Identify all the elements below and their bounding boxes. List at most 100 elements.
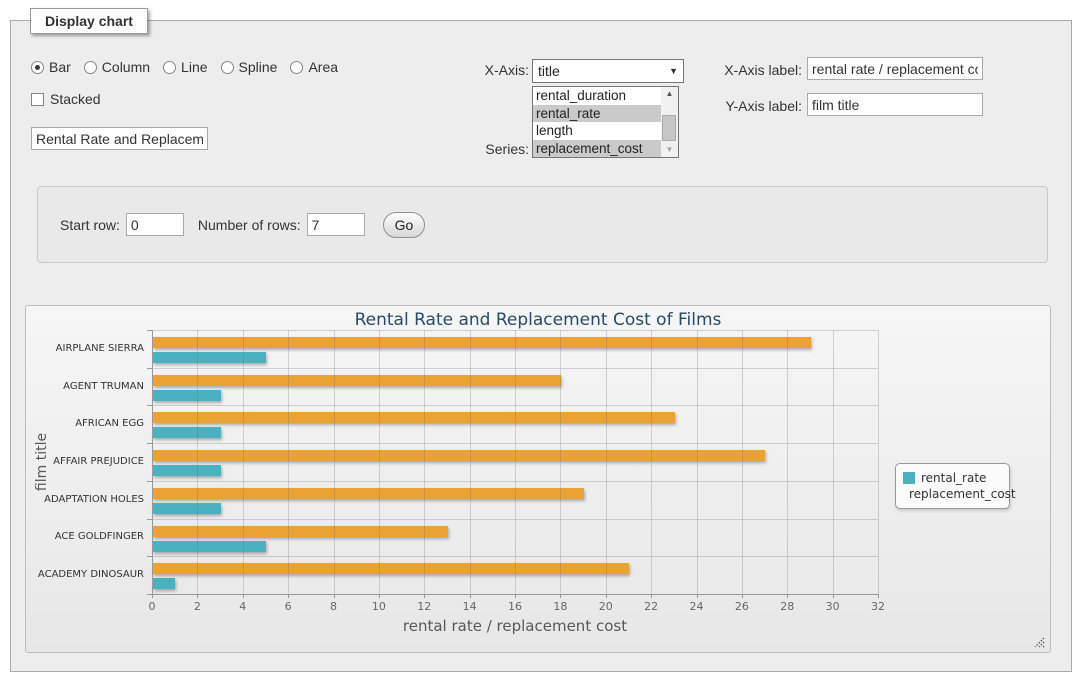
scrollbar-thumb[interactable] [662, 115, 676, 141]
gridline [152, 368, 878, 369]
gridline [334, 330, 335, 594]
radio-icon[interactable] [31, 61, 44, 74]
bar-replacement_cost[interactable] [153, 488, 584, 499]
x-tick-label: 12 [404, 600, 444, 613]
go-button[interactable]: Go [383, 212, 426, 238]
stacked-option[interactable]: Stacked [31, 91, 101, 107]
gridline [651, 330, 652, 594]
x-axis-title: rental rate / replacement cost [152, 617, 878, 635]
pagination-panel: Start row: Number of rows: Go [37, 186, 1048, 263]
bar-rental_rate[interactable] [153, 427, 221, 438]
legend-item-replacement_cost[interactable]: replacement_cost [903, 487, 1002, 501]
bar-replacement_cost[interactable] [153, 412, 675, 423]
scrollbar-up-icon[interactable]: ▲ [661, 87, 678, 101]
resize-grip-icon[interactable] [1033, 636, 1045, 648]
series-select-label: Series: [431, 141, 529, 157]
start-row-input[interactable] [126, 213, 184, 236]
gridline [560, 330, 561, 594]
radio-icon[interactable] [163, 61, 176, 74]
gridline [152, 519, 878, 520]
bar-rental_rate[interactable] [153, 465, 221, 476]
gridline [787, 330, 788, 594]
bar-rental_rate[interactable] [153, 578, 175, 589]
chart-type-option-column[interactable]: Column [84, 59, 150, 75]
gridline [379, 330, 380, 594]
page: Display chart BarColumnLineSplineArea St… [0, 0, 1081, 681]
chart-type-option-area[interactable]: Area [290, 59, 338, 75]
x-tick-label: 6 [268, 600, 308, 613]
chart-type-option-spline[interactable]: Spline [221, 59, 278, 75]
chart-type-label: Line [181, 59, 207, 75]
stacked-label: Stacked [50, 91, 101, 107]
chart-type-option-bar[interactable]: Bar [31, 59, 71, 75]
chart-type-label: Spline [239, 59, 278, 75]
x-tick-label: 16 [495, 600, 535, 613]
bar-replacement_cost[interactable] [153, 375, 561, 386]
category-label: ACADEMY DINOSAUR [26, 569, 144, 580]
radio-icon[interactable] [84, 61, 97, 74]
chart-title: Rental Rate and Replacement Cost of Film… [26, 310, 1050, 330]
chart-type-label: Column [102, 59, 150, 75]
category-label: AGENT TRUMAN [26, 381, 144, 392]
num-rows-input[interactable] [307, 213, 365, 236]
bar-rental_rate[interactable] [153, 503, 221, 514]
series-option-rental_rate[interactable]: rental_rate [533, 105, 661, 123]
legend-label: rental_rate [921, 471, 986, 485]
x-tick-label: 18 [540, 600, 580, 613]
gridline [742, 330, 743, 594]
x-axis-select-label: X-Axis: [431, 62, 529, 78]
bar-replacement_cost[interactable] [153, 450, 765, 461]
gridline [152, 594, 878, 595]
gridline [424, 330, 425, 594]
x-tick-label: 30 [813, 600, 853, 613]
tick-mark [878, 594, 879, 598]
x-tick-label: 0 [132, 600, 172, 613]
category-label: AFRICAN EGG [26, 418, 144, 429]
chart-legend: rental_rate replacement_cost [895, 463, 1010, 509]
bar-replacement_cost[interactable] [153, 337, 811, 348]
series-option-rental_duration[interactable]: rental_duration [533, 87, 661, 105]
gridline [833, 330, 834, 594]
gridline [152, 443, 878, 444]
y-axis-label-input[interactable] [807, 93, 983, 116]
start-row-label: Start row: [60, 217, 120, 233]
radio-icon[interactable] [221, 61, 234, 74]
display-chart-fieldset: Display chart BarColumnLineSplineArea St… [10, 20, 1072, 672]
x-tick-label: 10 [359, 600, 399, 613]
chart-type-option-line[interactable]: Line [163, 59, 207, 75]
y-axis-label-label: Y-Axis label: [702, 98, 802, 114]
x-axis-select[interactable]: title ▼ [532, 59, 684, 83]
x-axis-label-label: X-Axis label: [702, 62, 802, 78]
category-labels: AIRPLANE SIERRAAGENT TRUMANAFRICAN EGGAF… [26, 330, 144, 594]
scrollbar-down-icon[interactable]: ▼ [661, 143, 678, 157]
num-rows-label: Number of rows: [198, 217, 301, 233]
gridline [470, 330, 471, 594]
gridline [152, 405, 878, 406]
x-axis-label-input[interactable] [807, 57, 983, 80]
stacked-checkbox[interactable] [31, 93, 44, 106]
series-multiselect[interactable]: rental_durationrental_ratelengthreplacem… [532, 86, 679, 158]
bar-replacement_cost[interactable] [153, 563, 629, 574]
scrollbar[interactable]: ▲ ▼ [661, 87, 678, 157]
chevron-down-icon: ▼ [669, 66, 678, 76]
chart-type-label: Area [308, 59, 338, 75]
chart-title-input[interactable] [31, 127, 208, 150]
gridline [243, 330, 244, 594]
x-tick-label: 4 [223, 600, 263, 613]
gridline [152, 330, 153, 594]
x-tick-label: 14 [450, 600, 490, 613]
bar-rental_rate[interactable] [153, 352, 266, 363]
x-tick-label: 8 [314, 600, 354, 613]
gridline [152, 481, 878, 482]
bar-rental_rate[interactable] [153, 390, 221, 401]
radio-icon[interactable] [290, 61, 303, 74]
bar-rental_rate[interactable] [153, 541, 266, 552]
legend-label: replacement_cost [909, 487, 1016, 501]
gridline [152, 556, 878, 557]
x-tick-label: 28 [767, 600, 807, 613]
series-option-replacement_cost[interactable]: replacement_cost [533, 140, 661, 158]
category-label: AFFAIR PREJUDICE [26, 456, 144, 467]
x-tick-label: 26 [722, 600, 762, 613]
series-option-length[interactable]: length [533, 122, 661, 140]
legend-item-rental_rate[interactable]: rental_rate [903, 471, 1002, 485]
